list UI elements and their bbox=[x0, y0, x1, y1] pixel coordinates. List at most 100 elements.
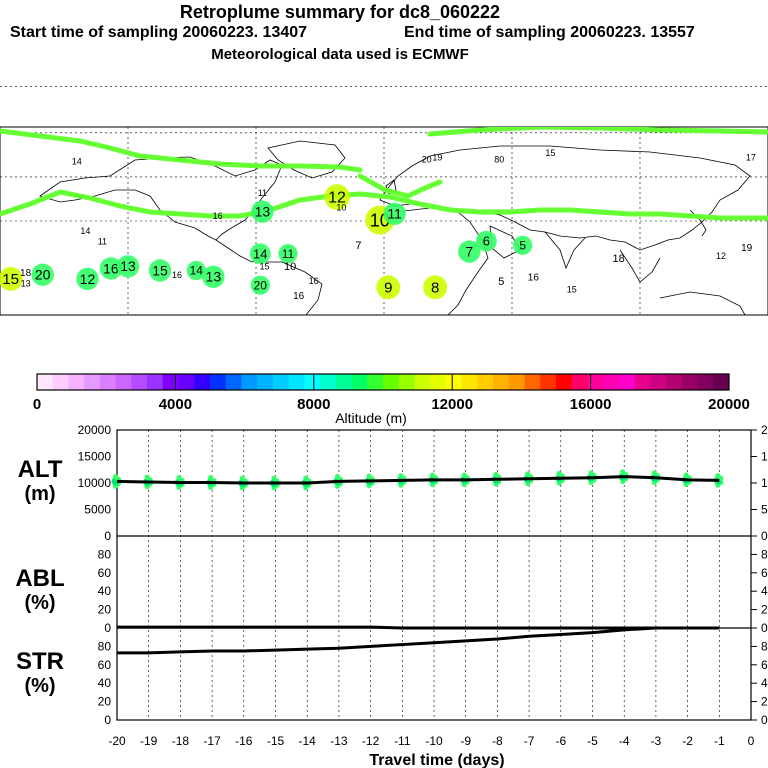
map-label-27: 18 bbox=[613, 253, 625, 265]
colorbar-tick-label-5: 20000 bbox=[708, 396, 750, 413]
map-label-34: 14 bbox=[72, 156, 82, 166]
plume-tracks bbox=[0, 127, 768, 221]
series-lines bbox=[116, 475, 720, 655]
map-plume-blob-4 bbox=[76, 267, 99, 291]
abl-right-tick-label-2: 40 bbox=[761, 584, 768, 598]
map-label-21: 8 bbox=[431, 280, 439, 297]
colorbar-swatch-2 bbox=[68, 374, 85, 390]
map-plume-blob-10 bbox=[249, 243, 271, 265]
map-plume-blob-21 bbox=[423, 275, 448, 300]
alt-point-5-4 bbox=[271, 475, 277, 481]
abl-label: ABL bbox=[15, 565, 64, 592]
str-tick-label-3: 60 bbox=[98, 658, 112, 672]
colorbar-swatch-11 bbox=[210, 374, 227, 390]
colorbar-swatch-8 bbox=[162, 374, 180, 390]
x-tick-label-15: -5 bbox=[587, 734, 598, 748]
plume-track-branch bbox=[357, 173, 443, 199]
colorbar-swatch-1 bbox=[52, 374, 69, 390]
abl-tick-label-4: 80 bbox=[98, 547, 112, 561]
colorbar-swatch-16 bbox=[288, 374, 305, 390]
map-plume-blob-22 bbox=[458, 240, 481, 263]
map-label-11: 11 bbox=[282, 247, 295, 261]
str-right-tick-label-3: 60 bbox=[761, 658, 768, 672]
map-label-42: 15 bbox=[567, 285, 577, 295]
colorbar-swatch-9 bbox=[178, 374, 195, 390]
colorbar-swatch-28 bbox=[477, 374, 494, 390]
alt-line bbox=[116, 475, 720, 485]
coast-greenland bbox=[267, 140, 346, 179]
colorbar-swatch-18 bbox=[320, 374, 337, 390]
alt-point-14-4 bbox=[556, 470, 562, 477]
colorbar-tick-label-2: 8000 bbox=[297, 396, 330, 413]
str-y-axis: 0 0 20 20 40 40 60 60 80 80 bbox=[98, 639, 768, 727]
alt-tick-label-0: 0 bbox=[104, 529, 111, 543]
coast-australia bbox=[659, 291, 746, 315]
map-label-35: 20 bbox=[422, 154, 432, 164]
map-plume-blob-20 bbox=[376, 275, 401, 300]
x-tick-label-6: -14 bbox=[299, 734, 317, 748]
x-tick-label-20: 0 bbox=[748, 734, 755, 748]
map-label-33: 10 bbox=[336, 203, 346, 213]
map-label-16: 12 bbox=[328, 190, 346, 207]
map-label-41: 16 bbox=[309, 276, 319, 286]
str-right-tick-label-0: 0 bbox=[761, 713, 768, 727]
x-tick-label-4: -16 bbox=[235, 734, 253, 748]
colorbar-tick-label-0: 0 bbox=[33, 396, 41, 413]
str-tick-label-1: 20 bbox=[98, 695, 112, 709]
map-label-2: 20 bbox=[35, 267, 51, 283]
map-label-13: 20 bbox=[254, 278, 268, 292]
alt-right-tick-label-2: 10000 bbox=[761, 476, 768, 490]
alt-point-17-4 bbox=[651, 470, 658, 476]
x-tick-label-14: -6 bbox=[555, 734, 566, 748]
map-plume-blob-23 bbox=[476, 230, 497, 252]
plume-track-arctic bbox=[427, 127, 768, 137]
colorbar-swatch-17 bbox=[304, 374, 321, 390]
colorbar-swatch-31 bbox=[524, 374, 541, 390]
abl-y-axis: 0 0 20 20 40 40 60 60 80 80 bbox=[98, 547, 768, 635]
map-plume-blob-11 bbox=[278, 244, 298, 264]
map-plume-blob-18 bbox=[383, 202, 406, 225]
str-tick-label-4: 80 bbox=[98, 639, 112, 653]
x-tick-label-7: -13 bbox=[330, 734, 348, 748]
trajectory-panel: 0050005000100001000015000150002000020000… bbox=[15, 423, 768, 768]
chart-title: Retroplume summary for dc8_060222 bbox=[179, 2, 501, 22]
map-label-15: 13 bbox=[255, 204, 271, 220]
map-label-0: 15 bbox=[2, 271, 19, 288]
abl-line bbox=[117, 625, 720, 630]
alt-right-tick-label-4: 20000 bbox=[761, 423, 768, 437]
map-label-18: 11 bbox=[387, 206, 402, 222]
abl-right-tick-label-3: 60 bbox=[761, 566, 768, 580]
alt-right-tick-label-3: 15000 bbox=[761, 450, 768, 464]
map-plume-blob-8 bbox=[186, 260, 206, 281]
colorbar-swatch-15 bbox=[272, 374, 290, 390]
colorbar-swatch-33 bbox=[556, 374, 573, 390]
abl-tick-label-0: 0 bbox=[104, 621, 111, 635]
x-tick-label-18: -2 bbox=[682, 734, 693, 748]
alt-point-3-4 bbox=[208, 475, 214, 481]
colorbar-swatch-30 bbox=[508, 374, 526, 390]
abl-tick-label-1: 20 bbox=[98, 603, 112, 617]
colorbar-swatch-32 bbox=[540, 374, 557, 390]
map-label-3: 13 bbox=[21, 278, 31, 288]
x-tick-label-17: -3 bbox=[651, 734, 662, 748]
map-label-9: 13 bbox=[206, 269, 222, 285]
alt-right-tick-label-1: 5000 bbox=[761, 503, 768, 517]
alt-point-6-4 bbox=[303, 475, 309, 481]
alt-point-16-4 bbox=[620, 469, 626, 475]
str-line bbox=[117, 626, 720, 655]
map-plume-blob-16 bbox=[324, 184, 350, 210]
colorbar-swatch-27 bbox=[461, 374, 478, 390]
str-tick-label-0: 0 bbox=[104, 713, 111, 727]
alt-point-13-4 bbox=[525, 471, 531, 477]
colorbar-swatch-42 bbox=[697, 374, 714, 390]
plume-track-north bbox=[0, 128, 363, 173]
colorbar-swatch-4 bbox=[99, 374, 117, 390]
alt-right-tick-label-0: 0 bbox=[761, 529, 768, 543]
str-tick-label-2: 40 bbox=[98, 676, 112, 690]
alt-tick-label-3: 15000 bbox=[78, 450, 112, 464]
str-right-tick-label-2: 40 bbox=[761, 676, 768, 690]
abl-unit: (%) bbox=[24, 592, 55, 614]
colorbar-swatch-24 bbox=[414, 374, 431, 390]
colorbar-swatch-6 bbox=[131, 374, 148, 390]
